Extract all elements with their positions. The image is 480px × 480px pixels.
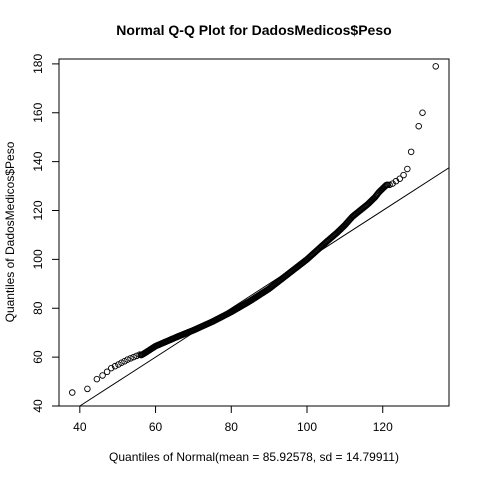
- x-axis: 40 60 80 100 120: [73, 406, 393, 434]
- data-point: [127, 355, 134, 362]
- data-point: [93, 375, 101, 383]
- reference-line: [79, 167, 450, 407]
- y-tick-label: 160: [31, 102, 45, 122]
- x-tick-label: 100: [297, 420, 317, 434]
- data-point: [396, 175, 404, 182]
- chart-title: Normal Q-Q Plot for DadosMedicos$Peso: [116, 22, 391, 38]
- data-point: [133, 352, 140, 360]
- data-point: [384, 181, 391, 189]
- y-axis: 40 60 80 100 120 140 160 180: [31, 54, 59, 413]
- data-point: [84, 385, 91, 393]
- data-point: [99, 372, 106, 379]
- data-point: [68, 389, 76, 396]
- y-axis-label: Quantiles of DadosMedicos$Peso: [3, 141, 17, 322]
- data-point: [136, 351, 143, 358]
- plot-frame: [58, 58, 450, 407]
- data-point: [103, 368, 111, 376]
- x-tick-label: 40: [73, 420, 87, 434]
- y-tick-label: 60: [31, 350, 45, 364]
- y-tick-label: 100: [31, 249, 45, 269]
- y-tick-label: 80: [31, 301, 45, 315]
- x-tick-label: 60: [149, 420, 163, 434]
- data-point: [400, 171, 407, 179]
- data-point: [130, 353, 137, 361]
- data-point: [386, 181, 393, 189]
- data-point: [107, 364, 115, 372]
- data-point: [419, 109, 426, 117]
- data-point: [415, 122, 422, 130]
- x-axis-label: Quantiles of Normal(mean = 85.92578, sd …: [109, 450, 399, 464]
- y-tick-label: 40: [31, 399, 45, 413]
- data-point: [118, 359, 125, 367]
- data-point: [111, 362, 119, 370]
- y-tick-label: 180: [31, 54, 45, 74]
- data-point: [404, 165, 411, 173]
- x-tick-label: 120: [373, 420, 393, 434]
- y-tick-label: 120: [31, 200, 45, 220]
- x-tick-label: 80: [225, 420, 239, 434]
- data-point: [124, 356, 131, 363]
- data-point: [407, 148, 415, 156]
- y-tick-label: 140: [31, 151, 45, 171]
- data-point: [432, 63, 440, 70]
- plot-area: [68, 63, 450, 407]
